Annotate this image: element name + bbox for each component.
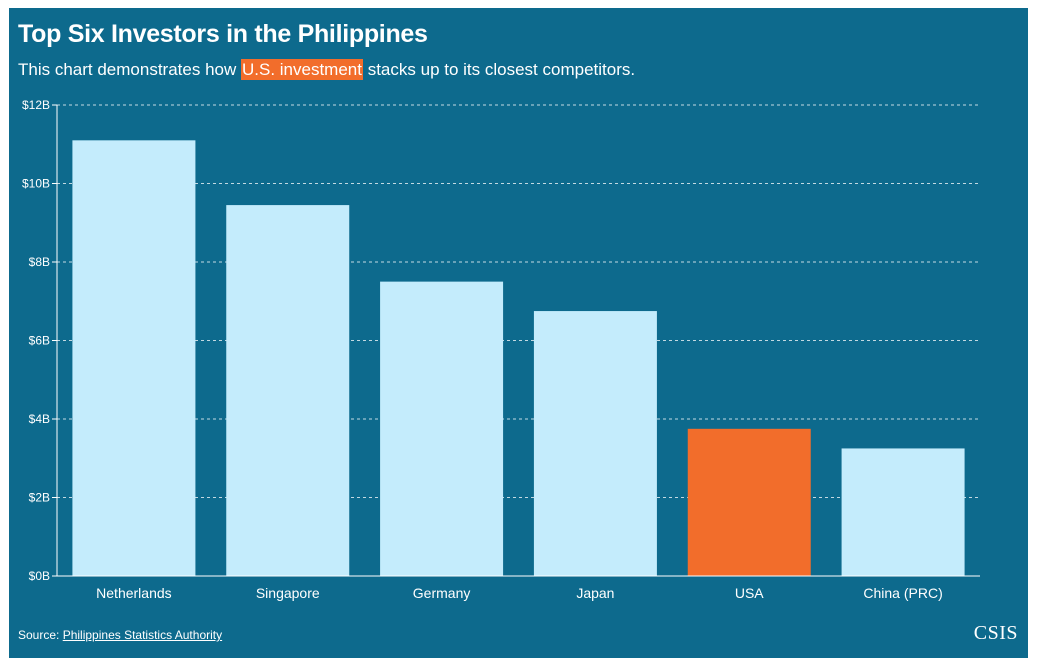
y-tick-label: $4B (29, 412, 50, 426)
x-tick-label: USA (735, 585, 764, 601)
y-tick-label: $6B (29, 334, 50, 348)
bar-germany (380, 281, 504, 576)
bar-china-prc (841, 448, 965, 576)
chart-panel: Top Six Investors in the Philippines Thi… (9, 8, 1028, 658)
chart-title: Top Six Investors in the Philippines (18, 20, 428, 48)
y-tick-label: $2B (29, 491, 50, 505)
source-note: Source: Philippines Statistics Authority (18, 628, 222, 642)
x-tick-label: China (PRC) (863, 585, 942, 601)
bar-chart: $0B $2B $4B $6B $8B $10B $12B Netherlands Singap… (22, 98, 980, 601)
bar-singapore (226, 205, 350, 576)
x-tick-label: Japan (576, 585, 614, 601)
source-label: Source: (18, 628, 63, 642)
bar-japan (533, 311, 657, 576)
x-tick-label: Netherlands (96, 585, 172, 601)
source-link[interactable]: Philippines Statistics Authority (62, 628, 223, 642)
y-tick-label: $10B (22, 177, 50, 191)
y-tick-label: $12B (22, 98, 50, 112)
x-tick-label: Germany (413, 585, 471, 601)
subtitle-text-after: stacks up to its closest competitors. (362, 60, 636, 79)
csis-logo: CSIS (973, 622, 1018, 644)
y-tick-label: $0B (29, 569, 50, 583)
subtitle-text-before: This chart demonstrates how (18, 60, 241, 79)
bar-netherlands (72, 140, 196, 576)
y-tick-label: $8B (29, 255, 50, 269)
subtitle-highlight: U.S. investment (240, 59, 363, 80)
bar-usa (687, 428, 811, 576)
chart-subtitle: This chart demonstrates how U.S. investm… (18, 59, 636, 80)
x-tick-label: Singapore (256, 585, 320, 601)
